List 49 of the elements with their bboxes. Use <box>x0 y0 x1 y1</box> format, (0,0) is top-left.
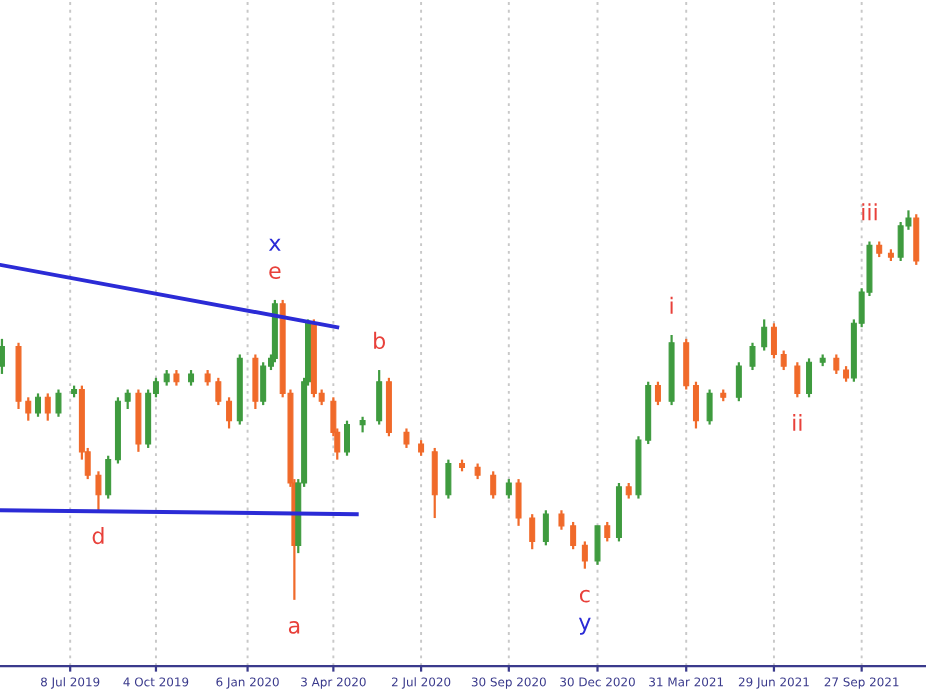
candlestick <box>706 388 713 426</box>
candlestick <box>529 513 536 551</box>
candlestick <box>44 392 51 422</box>
annotation: ii <box>793 413 802 431</box>
annotation: e <box>269 266 281 279</box>
annotation: b <box>374 331 386 350</box>
candlestick <box>376 368 383 426</box>
candlestick <box>542 509 549 547</box>
candlestick <box>0 337 5 376</box>
candlestick <box>490 470 497 500</box>
candlestick <box>215 376 222 407</box>
candlestick <box>505 477 512 500</box>
candlestick <box>833 353 840 376</box>
candlestick <box>594 524 601 566</box>
candlestick <box>806 357 813 399</box>
candlestick <box>654 380 661 407</box>
candlestick <box>761 318 768 352</box>
candlestick <box>252 353 259 411</box>
annotation: x <box>268 238 281 251</box>
candlestick <box>770 322 777 360</box>
candlestick <box>35 392 42 418</box>
candlestick <box>735 361 742 403</box>
annotation: c <box>579 589 590 603</box>
candlestick <box>515 477 522 527</box>
candlestick <box>570 520 577 551</box>
candlestick <box>581 540 588 570</box>
candlestick <box>403 427 410 450</box>
candlestick <box>260 361 267 407</box>
candlestick <box>226 396 233 430</box>
annotation: a <box>288 620 300 634</box>
candlestick <box>95 470 102 512</box>
candlestick <box>105 454 112 500</box>
candlestick <box>692 380 699 430</box>
candlestick <box>558 509 565 531</box>
annotation: iii <box>862 203 877 221</box>
candlestick <box>431 446 438 520</box>
candlestick <box>55 388 62 418</box>
annotation: i <box>670 296 673 314</box>
candlestick <box>913 213 920 266</box>
candlestick <box>604 520 611 543</box>
candlestick <box>445 458 452 500</box>
candlestick <box>749 341 756 372</box>
candlestick <box>344 419 350 457</box>
candlestick <box>124 388 131 411</box>
annotation: y <box>578 617 591 635</box>
annotation: d <box>92 526 104 545</box>
candlestick <box>683 337 690 391</box>
candlestick <box>780 349 787 372</box>
candlestick <box>794 361 801 399</box>
